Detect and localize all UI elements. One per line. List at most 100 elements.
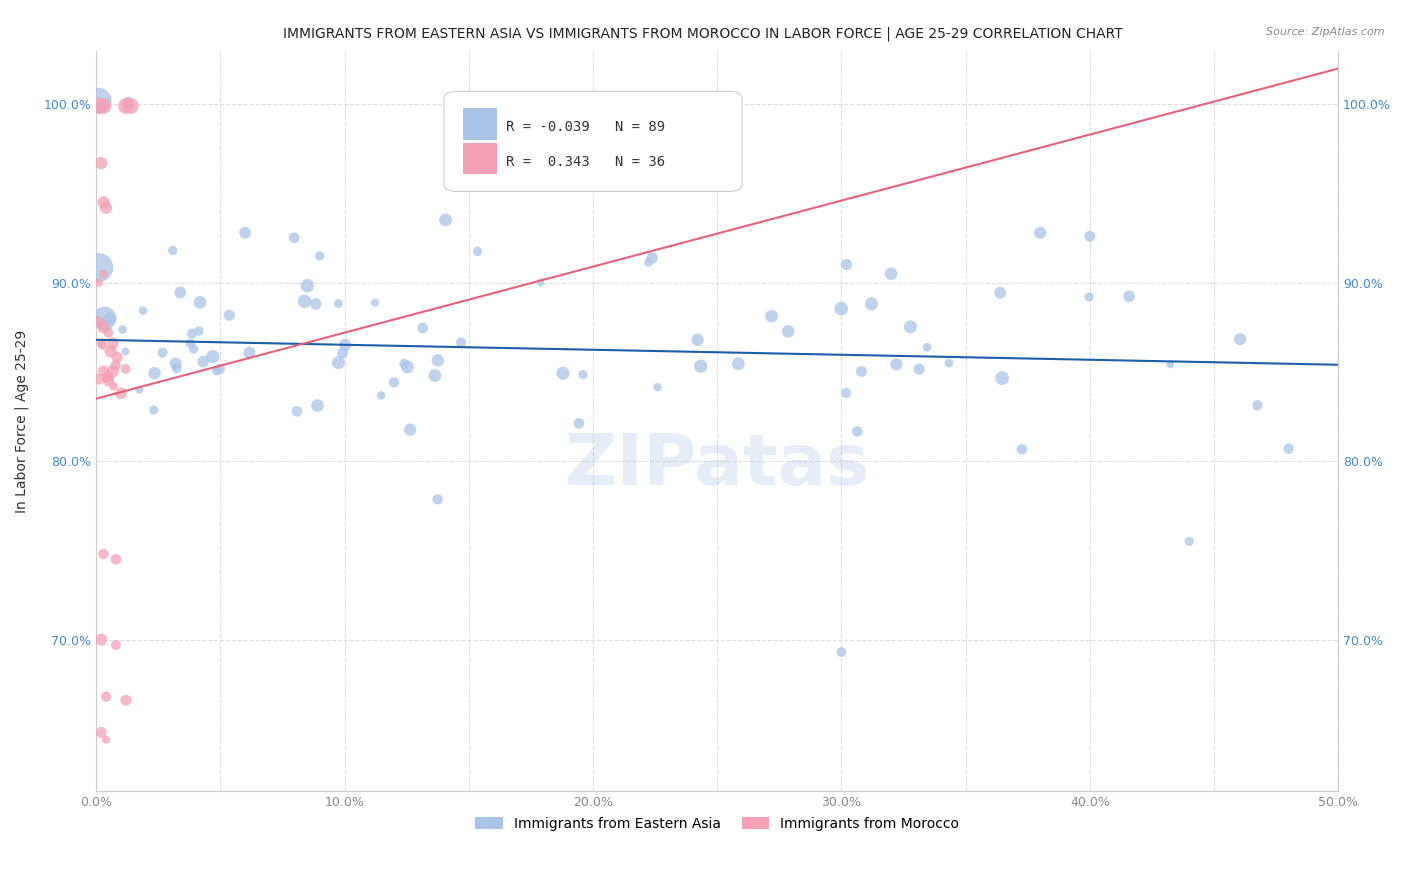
Point: [394, 357, 416, 371]
Point: [884, 357, 907, 371]
Point: [97, 326, 120, 340]
Point: [93, 267, 115, 281]
Point: [860, 297, 883, 311]
Point: [97, 371, 120, 385]
Point: [181, 326, 204, 341]
Point: [115, 99, 138, 113]
Point: [105, 552, 128, 566]
Point: [572, 368, 595, 382]
Point: [188, 295, 211, 310]
Point: [305, 297, 328, 311]
Point: [1078, 290, 1101, 304]
Point: [1246, 398, 1268, 412]
Point: [93, 195, 115, 210]
Point: [208, 362, 231, 376]
Point: [991, 371, 1014, 385]
Point: [761, 309, 783, 323]
Point: [201, 350, 224, 364]
Point: [1029, 226, 1052, 240]
Point: [93, 99, 115, 113]
Point: [908, 362, 931, 376]
Point: [568, 417, 591, 431]
Point: [396, 359, 419, 374]
Point: [87, 99, 110, 113]
Point: [162, 244, 184, 258]
Text: ZIPatas: ZIPatas: [565, 431, 870, 500]
Point: [426, 492, 449, 507]
Point: [689, 359, 711, 374]
Point: [111, 322, 134, 336]
Point: [382, 376, 405, 390]
Point: [727, 357, 749, 371]
Point: [1229, 332, 1251, 346]
Point: [426, 353, 449, 368]
Text: Source: ZipAtlas.com: Source: ZipAtlas.com: [1267, 27, 1385, 37]
Point: [94, 732, 117, 747]
FancyBboxPatch shape: [444, 91, 742, 192]
Point: [94, 201, 117, 215]
Point: [120, 99, 142, 113]
Point: [165, 356, 187, 370]
Point: [152, 345, 174, 359]
Point: [307, 399, 329, 413]
Point: [423, 368, 446, 383]
Point: [647, 380, 669, 394]
Point: [328, 296, 350, 310]
Point: [98, 311, 121, 326]
Point: [294, 294, 316, 309]
Point: [90, 336, 112, 351]
Point: [87, 372, 110, 386]
Point: [399, 423, 422, 437]
Point: [988, 285, 1011, 300]
Point: [105, 638, 128, 652]
Point: [94, 690, 117, 704]
Point: [90, 725, 112, 739]
Point: [142, 403, 165, 417]
Point: [93, 320, 115, 334]
Point: [179, 336, 201, 351]
Point: [915, 340, 938, 354]
Point: [103, 379, 125, 393]
Point: [285, 404, 308, 418]
Point: [938, 356, 960, 370]
Point: [778, 324, 800, 338]
Point: [183, 342, 205, 356]
FancyBboxPatch shape: [463, 144, 498, 174]
Point: [93, 364, 115, 378]
Point: [166, 361, 188, 376]
Point: [467, 244, 489, 259]
Point: [205, 364, 228, 378]
Point: [97, 374, 120, 388]
Point: [101, 336, 124, 351]
Y-axis label: In Labor Force | Age 25-29: In Labor Force | Age 25-29: [15, 329, 30, 513]
Point: [1011, 442, 1033, 457]
Point: [238, 345, 260, 359]
Point: [110, 386, 132, 401]
Text: R =  0.343   N = 36: R = 0.343 N = 36: [506, 155, 665, 169]
Point: [328, 356, 350, 370]
Point: [830, 645, 852, 659]
Point: [193, 354, 215, 368]
Point: [218, 308, 240, 322]
Point: [1118, 289, 1140, 303]
Point: [1078, 229, 1101, 244]
Legend: Immigrants from Eastern Asia, Immigrants from Morocco: Immigrants from Eastern Asia, Immigrants…: [470, 811, 965, 836]
Point: [100, 344, 122, 359]
Point: [97, 369, 120, 384]
Text: IMMIGRANTS FROM EASTERN ASIA VS IMMIGRANTS FROM MOROCCO IN LABOR FORCE | AGE 25-: IMMIGRANTS FROM EASTERN ASIA VS IMMIGRAN…: [283, 27, 1123, 41]
Point: [686, 333, 709, 347]
Point: [90, 632, 112, 647]
Point: [450, 335, 472, 350]
Point: [835, 386, 858, 401]
Point: [169, 285, 191, 300]
Point: [187, 324, 209, 338]
Point: [851, 364, 873, 378]
Point: [551, 366, 574, 380]
Point: [283, 231, 305, 245]
Point: [370, 388, 392, 402]
Point: [233, 226, 256, 240]
Point: [115, 693, 138, 707]
Point: [364, 295, 387, 310]
Point: [143, 366, 166, 380]
Point: [101, 364, 124, 378]
